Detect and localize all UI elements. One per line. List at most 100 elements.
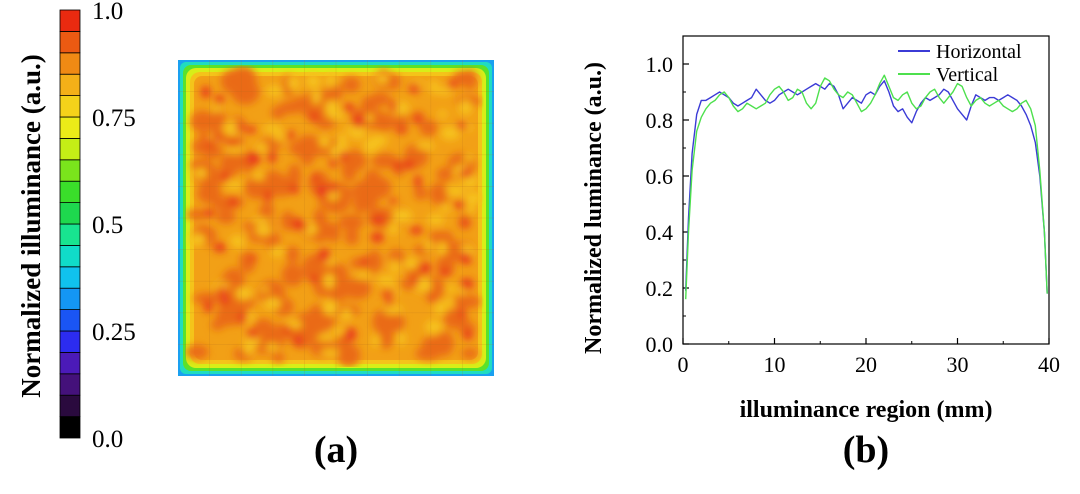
heatmap-blob xyxy=(308,274,319,283)
heatmap-blob xyxy=(226,146,243,154)
heatmap-blob xyxy=(215,94,225,105)
heatmap-blob xyxy=(193,292,224,305)
y-tick-label: 0.8 xyxy=(646,108,674,133)
heatmap-blob xyxy=(216,303,243,327)
heatmap-blob xyxy=(255,142,268,152)
heatmap-blob xyxy=(201,85,211,99)
heatmap-blob xyxy=(227,197,239,207)
heatmap-blob xyxy=(447,80,458,89)
heatmap-blob xyxy=(409,226,423,235)
heatmap-blob xyxy=(338,151,349,160)
heatmap-blob xyxy=(250,217,271,224)
colorbar-segment xyxy=(59,330,81,353)
heatmap-blob xyxy=(344,228,359,245)
heatmap-blob xyxy=(459,168,473,178)
heatmap-blob xyxy=(320,348,340,356)
heatmap-blob xyxy=(272,352,285,363)
panel-a: 1.0 0.75 0.5 0.25 0.0 Normalized illuminance… xyxy=(16,0,494,471)
heatmap-blob xyxy=(281,263,304,287)
heatmap-blob xyxy=(246,329,259,339)
heatmap-blob xyxy=(420,262,432,274)
heatmap-blob xyxy=(200,132,208,140)
heatmap-blob xyxy=(234,242,245,249)
heatmap-blob xyxy=(344,327,357,342)
heatmap-blob xyxy=(253,171,264,181)
heatmap-blob xyxy=(213,242,227,253)
heatmap-blob xyxy=(340,308,352,321)
heatmap-blob xyxy=(323,273,335,289)
heatmap-blob xyxy=(185,344,209,359)
heatmap-blob xyxy=(266,175,295,197)
heatmap-blob xyxy=(437,110,448,119)
heatmap-blob xyxy=(216,210,236,224)
y-tick-label: 0.4 xyxy=(646,220,674,245)
heatmap-blob xyxy=(395,127,408,134)
heatmap-blob xyxy=(220,293,229,305)
heatmap-blob xyxy=(374,214,386,223)
colorbar-tick-label: 0.75 xyxy=(92,105,136,132)
colorbar-tick-label: 0.5 xyxy=(92,212,123,239)
heatmap-blob xyxy=(366,250,383,273)
heatmap-blob xyxy=(436,167,453,182)
heatmap-blob xyxy=(424,240,433,253)
heatmap-blob xyxy=(329,157,337,169)
heatmap-blob xyxy=(322,299,338,316)
heatmap-blob xyxy=(316,334,333,342)
heatmap-blob xyxy=(283,325,292,334)
heatmap-blob xyxy=(343,103,355,113)
heatmap-blob xyxy=(452,200,467,209)
heatmap-blob xyxy=(382,289,396,298)
colorbar-segment xyxy=(59,137,81,161)
x-tick-label: 0 xyxy=(678,352,689,377)
heatmap-blob xyxy=(458,306,465,320)
heatmap-blob xyxy=(268,150,277,164)
heatmap-blob xyxy=(383,305,404,315)
heatmap-blob xyxy=(244,126,257,133)
heatmap-blob xyxy=(311,172,319,182)
heatmap-blob xyxy=(213,134,221,142)
colorbar-segment xyxy=(59,244,81,268)
heatmap-blob xyxy=(338,214,365,231)
heatmap-blob xyxy=(371,153,398,169)
colorbar-segment xyxy=(59,180,81,203)
heatmap-blob xyxy=(466,200,475,215)
heatmap-blob xyxy=(263,124,282,133)
heatmap-blob xyxy=(415,142,436,150)
colorbar-segment xyxy=(59,9,81,32)
axis-ticks: 0 10 20 30 40 0.0 0.2 0.4 0.6 0.8 1.0 xyxy=(646,35,1060,377)
heatmap-blob xyxy=(196,167,207,179)
colorbar-segment xyxy=(59,73,81,96)
heatmap-blob xyxy=(412,275,419,287)
heatmap-blob xyxy=(434,330,454,357)
heatmap-blob xyxy=(390,259,400,275)
heatmap-blob xyxy=(445,296,455,308)
x-tick-label: 40 xyxy=(1038,352,1060,377)
heatmap-blob xyxy=(281,211,295,231)
heatmap-blob xyxy=(203,300,213,313)
series-lines xyxy=(685,74,1048,300)
heatmap-blob xyxy=(390,99,397,113)
heatmap xyxy=(178,60,494,376)
heatmap-blob xyxy=(235,287,253,301)
series-line-horizontal xyxy=(685,80,1048,294)
heatmap-blob xyxy=(386,311,405,333)
heatmap-blob xyxy=(393,162,402,171)
heatmap-blob xyxy=(309,112,318,123)
heatmap-blob xyxy=(285,245,300,264)
heatmap-blob xyxy=(297,222,309,230)
heatmap-blob xyxy=(463,69,477,90)
heatmap-blob xyxy=(429,79,439,95)
series-line-vertical xyxy=(685,74,1048,300)
heatmap-blob xyxy=(438,204,452,212)
heatmap-blob xyxy=(452,294,481,309)
heatmap-blob xyxy=(440,126,460,141)
heatmap-blob xyxy=(324,100,339,115)
heatmap-blob xyxy=(460,218,470,227)
heatmap-blob xyxy=(288,185,300,194)
heatmap-blob xyxy=(437,241,448,255)
heatmap-blob xyxy=(302,100,325,121)
heatmap-blob xyxy=(342,76,361,93)
heatmap-blob xyxy=(296,148,319,159)
heatmap-blob xyxy=(413,186,428,201)
colorbar-segment xyxy=(59,266,81,289)
